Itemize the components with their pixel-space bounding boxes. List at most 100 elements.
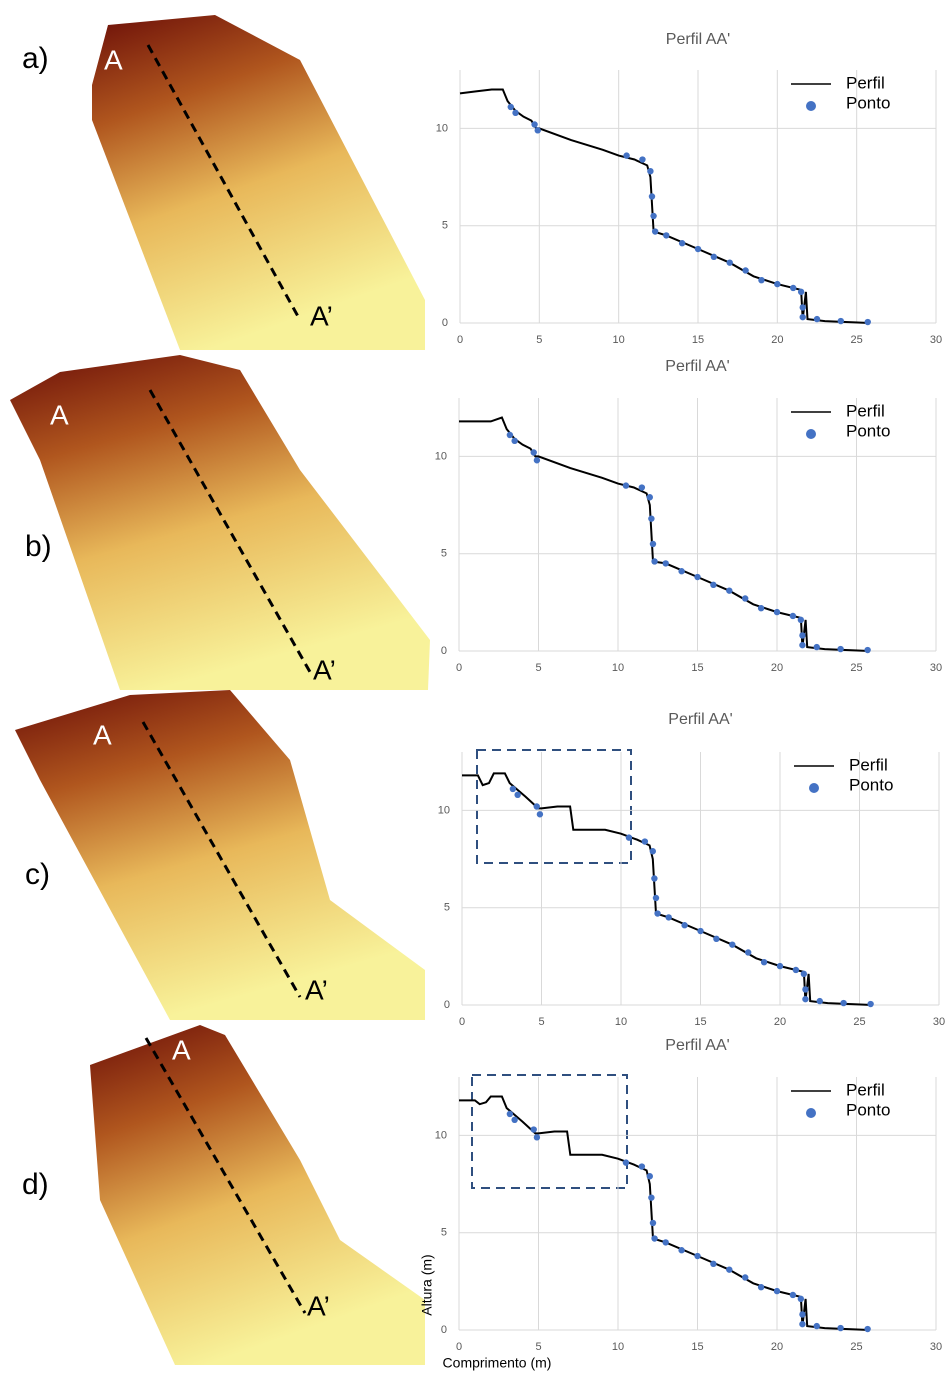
point (531, 121, 538, 128)
legend-label: Perfil (846, 401, 885, 420)
point (837, 317, 844, 325)
y-tick-label: 10 (438, 804, 450, 816)
section-line (144, 1037, 307, 1314)
highlight-box (476, 749, 632, 864)
point (678, 1247, 685, 1254)
x-tick-label: 5 (535, 662, 541, 674)
point (654, 910, 661, 917)
point (646, 494, 653, 501)
y-tick-label: 5 (442, 220, 448, 232)
x-tick-label: 25 (851, 334, 863, 346)
x-tick-label: 15 (692, 334, 704, 346)
y-tick-label: 10 (436, 122, 448, 134)
terrains (10, 15, 430, 1365)
point (774, 280, 781, 288)
point (813, 643, 820, 651)
point (864, 318, 871, 326)
y-tick-label: 0 (441, 645, 447, 657)
point (678, 240, 686, 247)
point (514, 791, 521, 799)
point (530, 449, 537, 456)
point (511, 437, 518, 445)
x-tick-label: 20 (774, 1016, 786, 1028)
panel-label: d) (22, 1168, 49, 1201)
point (533, 1134, 541, 1141)
point (757, 1283, 765, 1291)
point (742, 267, 749, 274)
point (638, 484, 646, 491)
point (533, 803, 540, 810)
point (789, 1291, 797, 1299)
point (742, 595, 749, 602)
chart-title: Perfil AA' (665, 1037, 729, 1054)
point (799, 313, 806, 321)
x-tick-label: 25 (850, 1341, 862, 1353)
point (713, 935, 720, 943)
point (694, 1252, 701, 1260)
point (648, 515, 655, 522)
y-tick-label: 5 (441, 548, 447, 560)
point (726, 1266, 733, 1273)
point (799, 1311, 806, 1318)
panel-label: b) (25, 530, 52, 563)
point (533, 457, 541, 464)
y-tick-label: 0 (444, 999, 450, 1011)
point (694, 573, 701, 581)
point (757, 604, 765, 612)
terrain (10, 355, 430, 690)
y-tick-label: 5 (444, 902, 450, 914)
point (710, 581, 717, 589)
section-line (148, 389, 312, 673)
x-tick-label: 30 (930, 1341, 942, 1353)
chart-title: Perfil AA' (666, 31, 730, 48)
legend-label: Ponto (846, 421, 890, 440)
point (697, 927, 704, 935)
point (710, 1260, 717, 1268)
legend-label: Ponto (846, 93, 890, 112)
legend-label: Ponto (846, 1100, 890, 1119)
point (797, 616, 805, 624)
legend-label: Ponto (849, 775, 893, 794)
chart-title: Perfil AA' (668, 711, 732, 728)
point (742, 1274, 749, 1281)
point (512, 109, 519, 117)
point (649, 1219, 657, 1227)
point (760, 958, 768, 966)
point (802, 986, 809, 993)
point (837, 645, 844, 653)
x-tick-label: 30 (930, 334, 942, 346)
labels: a) b) c) d) A A A A A’ A’ A’ A’ (22, 42, 336, 1321)
point (662, 1239, 669, 1246)
point (729, 941, 736, 948)
point (651, 558, 658, 565)
line (459, 1095, 870, 1331)
legend-marker (806, 1108, 816, 1118)
legend-label: Perfil (846, 73, 885, 92)
x-tick-label: 10 (612, 1341, 624, 1353)
point (649, 848, 656, 855)
point (652, 894, 660, 902)
x-tick-label: 30 (930, 662, 942, 674)
x-tick-label: 5 (538, 1016, 544, 1028)
highlight-box (471, 1074, 628, 1189)
point (623, 152, 630, 159)
end-label: A’ (307, 1290, 330, 1321)
point (773, 608, 781, 616)
end-label: A’ (313, 654, 336, 685)
point (800, 970, 808, 978)
x-tick-label: 10 (613, 334, 625, 346)
x-tick-label: 5 (536, 334, 542, 346)
section-line (141, 721, 302, 998)
terrain (90, 1025, 425, 1365)
x-tick-label: 25 (850, 662, 862, 674)
end-label: A’ (310, 300, 333, 331)
point (797, 288, 805, 296)
point (638, 1163, 646, 1170)
point (648, 193, 656, 200)
x-tick-label: 0 (456, 1341, 462, 1353)
point (506, 1110, 514, 1118)
x-tick-label: 10 (612, 662, 624, 674)
point (506, 431, 514, 439)
x-tick-label: 0 (459, 1016, 465, 1028)
point (726, 587, 733, 594)
